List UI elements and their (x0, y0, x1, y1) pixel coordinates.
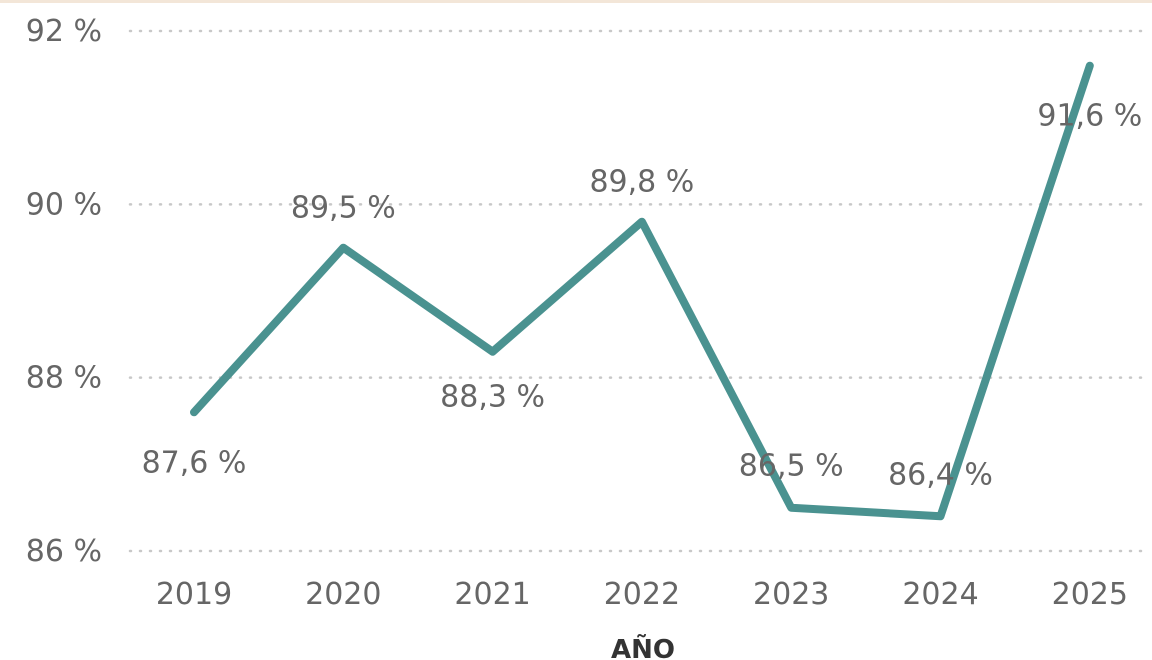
data-label: 88,3 % (440, 380, 545, 415)
data-label: 86,4 % (888, 457, 993, 492)
x-axis-title: AÑO (611, 633, 675, 660)
y-tick-label: 92 % (26, 14, 102, 49)
y-tick-label: 86 % (26, 534, 102, 569)
x-tick-label: 2020 (305, 577, 381, 612)
y-tick-label: 88 % (26, 361, 102, 396)
x-tick-label: 2025 (1052, 577, 1128, 612)
data-labels: 87,6 % 89,5 % 88,3 % 89,8 % 86,5 % 86,4 % 91,6… (142, 99, 1143, 493)
x-tick-label: 2024 (902, 577, 978, 612)
x-tick-label: 2022 (604, 577, 680, 612)
data-label: 89,8 % (589, 165, 694, 200)
x-tick-label: 2021 (454, 577, 530, 612)
y-tick-label: 90 % (26, 187, 102, 222)
x-tick-label: 2019 (156, 577, 232, 612)
data-label: 87,6 % (142, 445, 247, 480)
data-label: 89,5 % (291, 191, 396, 226)
x-tick-label: 2023 (753, 577, 829, 612)
gridlines (128, 29, 1152, 553)
y-axis-ticks: 92 % 90 % 88 % 86 % (26, 14, 102, 569)
data-label: 91,6 % (1037, 99, 1142, 134)
data-label: 86,5 % (739, 449, 844, 484)
top-border (0, 0, 1152, 3)
series-line-layer (190, 61, 1094, 521)
series-line (190, 61, 1094, 521)
x-axis-ticks: 2019 2020 2021 2022 2023 2024 2025 (156, 577, 1128, 612)
